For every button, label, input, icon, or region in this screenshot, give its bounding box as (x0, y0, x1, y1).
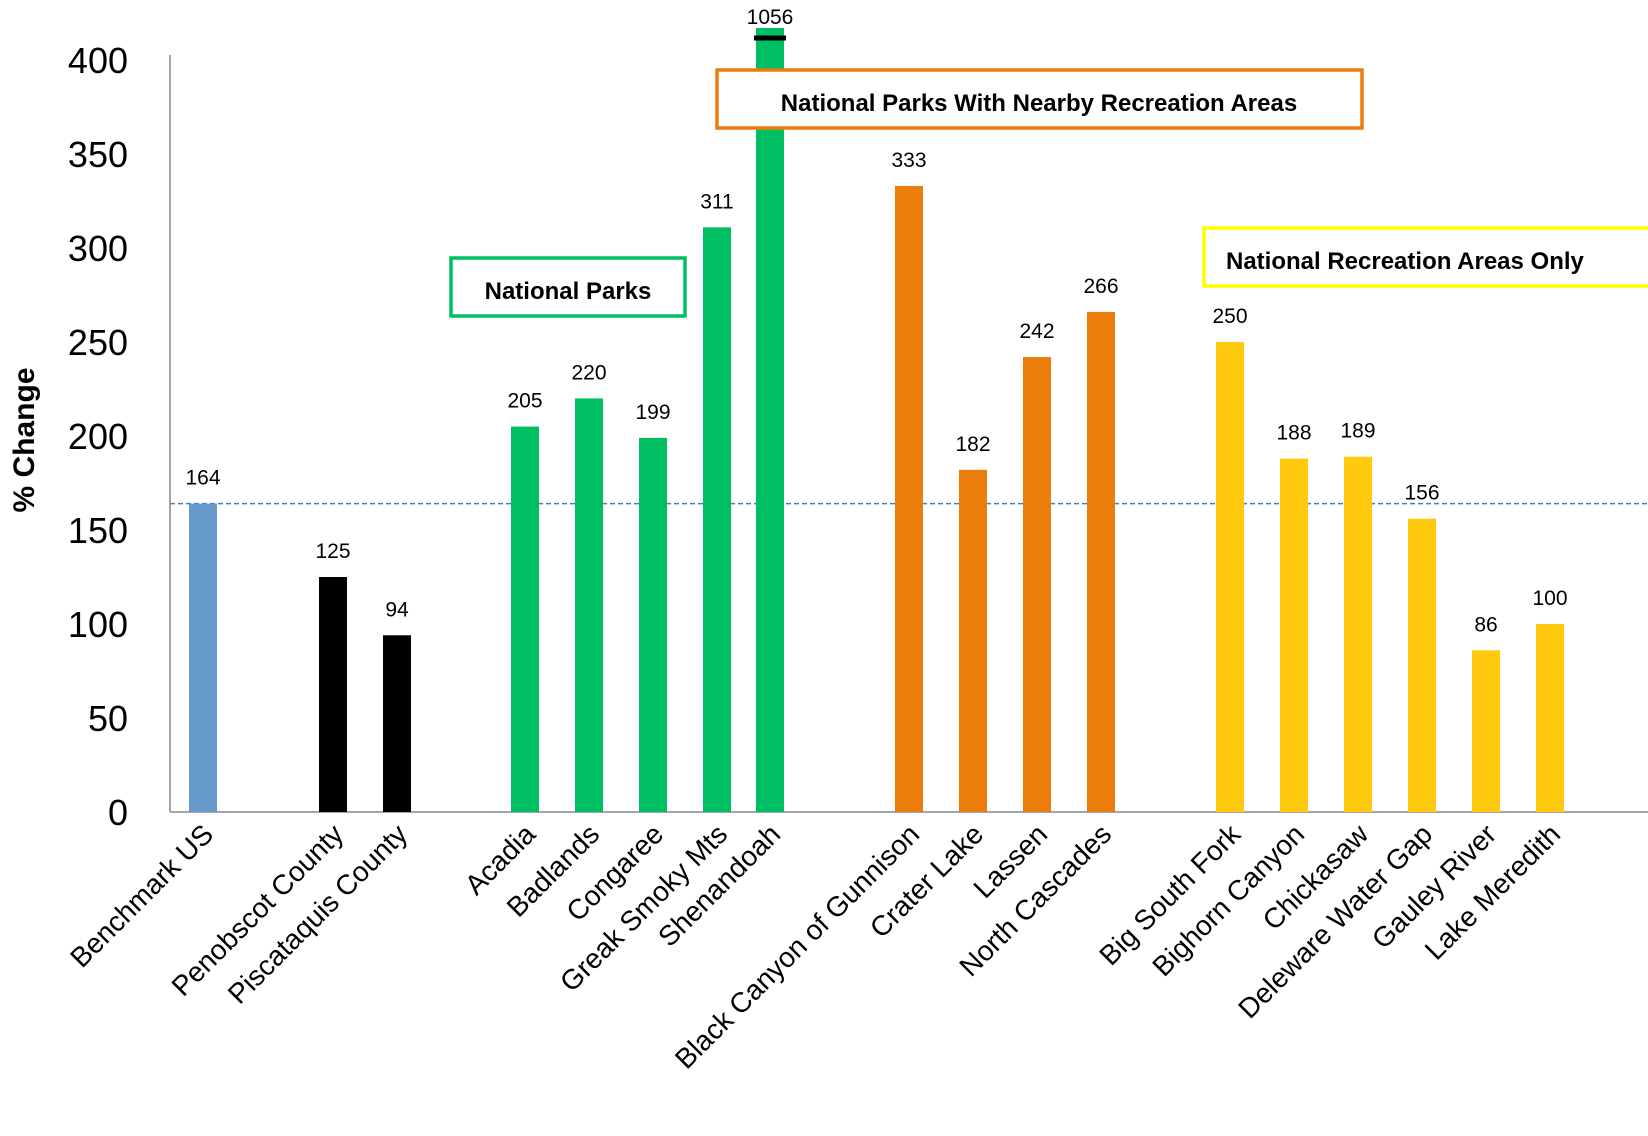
bar (1472, 650, 1500, 812)
bar (319, 577, 347, 812)
annotation-parks-with-recreation-text: National Parks With Nearby Recreation Ar… (781, 90, 1297, 117)
data-label: 156 (1404, 482, 1439, 505)
annotation-recreation-only-box (1202, 226, 1648, 288)
data-label: 1056 (747, 6, 794, 29)
annotation-recreation-only-text: National Recreation Areas Only (1226, 248, 1585, 275)
bar (1087, 311, 1115, 812)
data-label: 86 (1474, 613, 1497, 636)
data-label: 100 (1532, 587, 1567, 610)
annotation-national-parks-box (449, 256, 687, 318)
y-tick-label: 350 (68, 134, 128, 175)
annotation-national-parks-text: National Parks (485, 278, 652, 305)
bar (639, 437, 667, 812)
bar (1408, 518, 1436, 812)
y-tick-label: 50 (88, 698, 128, 739)
bar (383, 635, 411, 812)
data-label: 94 (385, 598, 409, 621)
y-tick-label: 0 (108, 792, 128, 833)
y-tick-label: 150 (68, 510, 128, 551)
annotation-national-parks: National Parks (449, 256, 687, 318)
bar (1216, 342, 1244, 812)
y-axis-title: % Change (8, 367, 41, 512)
data-label: 333 (891, 149, 926, 172)
bar (895, 185, 923, 812)
data-label: 199 (635, 401, 670, 424)
y-tick-labels: 0 50 100 150 200 250 300 350 400 (68, 40, 128, 833)
bar (1344, 456, 1372, 812)
data-label: 311 (700, 190, 733, 213)
bar (575, 398, 603, 812)
bars (189, 28, 1564, 812)
data-label: 189 (1340, 420, 1375, 443)
annotation-recreation-only: National Recreation Areas Only (1202, 226, 1648, 288)
bar (756, 28, 784, 812)
y-tick-label: 200 (68, 416, 128, 457)
bar (1023, 357, 1051, 812)
data-label: 205 (507, 390, 542, 413)
y-tick-label: 300 (68, 228, 128, 269)
data-label: 125 (315, 540, 350, 563)
data-label: 220 (571, 361, 606, 384)
data-label: 266 (1083, 275, 1118, 298)
data-label: 250 (1212, 305, 1247, 328)
data-label: 188 (1276, 422, 1311, 445)
annotation-parks-with-recreation-box (715, 68, 1364, 130)
y-tick-label: 250 (68, 322, 128, 363)
data-label: 164 (185, 467, 220, 490)
data-label: 242 (1019, 320, 1054, 343)
annotation-parks-with-recreation: National Parks With Nearby Recreation Ar… (715, 68, 1364, 130)
bar (189, 503, 217, 812)
y-tick-label: 400 (68, 40, 128, 81)
data-labels: 164 125 94 205 220 199 311 1056 333 182 242 266 250 1… (185, 6, 1567, 636)
y-tick-label: 100 (68, 604, 128, 645)
data-label: 182 (955, 433, 990, 456)
bar (1536, 624, 1564, 812)
bar (703, 227, 731, 812)
bar (959, 469, 987, 812)
bar (511, 426, 539, 812)
bar (1280, 458, 1308, 812)
